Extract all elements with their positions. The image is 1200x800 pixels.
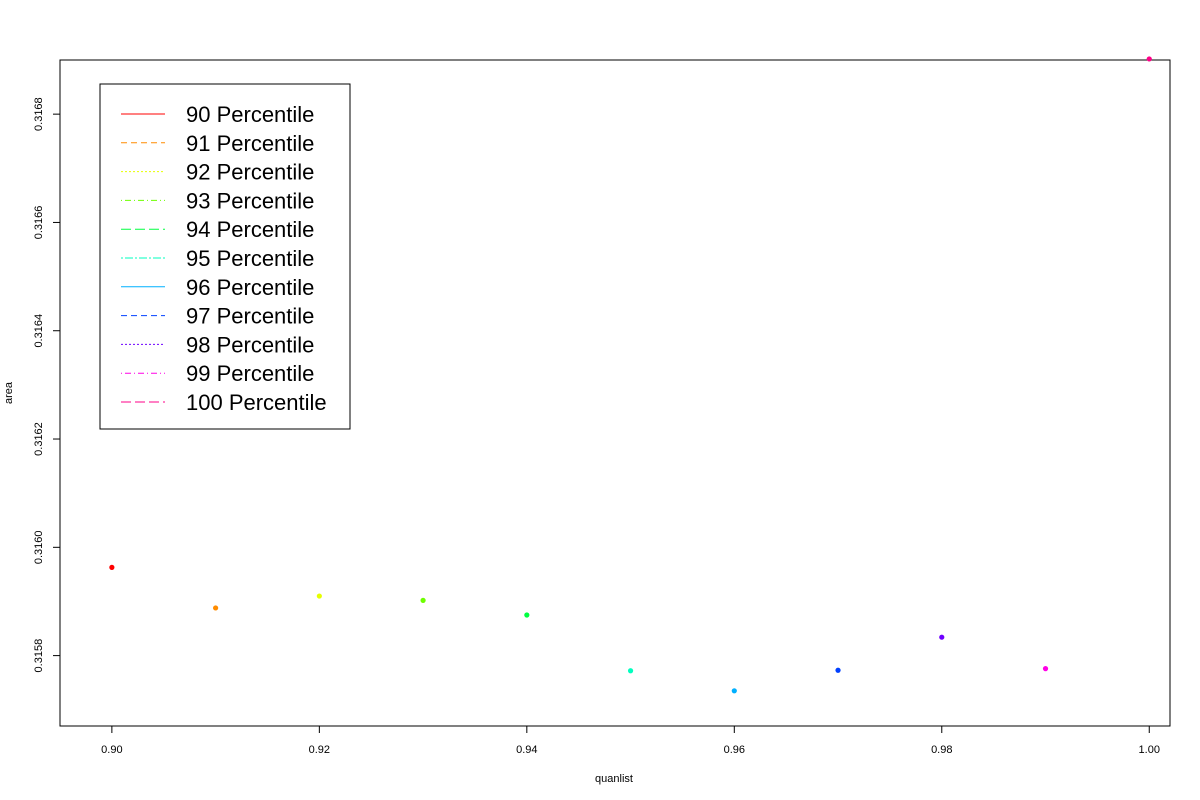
legend-label: 99 Percentile bbox=[186, 361, 314, 386]
data-point bbox=[316, 593, 322, 599]
data-point bbox=[627, 668, 634, 674]
legend-label: 92 Percentile bbox=[186, 160, 314, 185]
y-axis-label: area bbox=[3, 381, 15, 404]
legend-label: 93 Percentile bbox=[186, 188, 314, 213]
data-point bbox=[109, 564, 115, 570]
y-tick-label: 0.3160 bbox=[33, 530, 45, 564]
legend-label: 100 Percentile bbox=[186, 390, 327, 415]
y-axis: 0.3158 0.3160 0.3162 0.3164 0.3166 0.3168 bbox=[33, 97, 60, 672]
y-tick-label: 0.3162 bbox=[33, 422, 45, 456]
legend-label: 95 Percentile bbox=[186, 246, 314, 271]
legend-label: 97 Percentile bbox=[186, 304, 314, 329]
y-tick-label: 0.3168 bbox=[33, 97, 45, 131]
data-point bbox=[1042, 666, 1049, 672]
x-tick-label: 0.90 bbox=[101, 744, 122, 756]
legend-label: 98 Percentile bbox=[186, 332, 314, 357]
x-tick-label: 0.98 bbox=[931, 744, 952, 756]
x-tick-label: 0.92 bbox=[309, 744, 330, 756]
data-point bbox=[213, 605, 219, 611]
legend-label: 90 Percentile bbox=[186, 102, 314, 127]
data-point bbox=[420, 597, 426, 603]
x-tick-label: 1.00 bbox=[1139, 744, 1160, 756]
data-point bbox=[939, 634, 945, 640]
data-point bbox=[1146, 56, 1152, 62]
data-point bbox=[835, 667, 841, 673]
x-axis-label: quanlist bbox=[595, 773, 633, 785]
y-tick-label: 0.3166 bbox=[33, 206, 45, 240]
plot-frame bbox=[59, 59, 1171, 727]
x-axis: 0.90 0.92 0.94 0.96 0.98 1.00 bbox=[101, 726, 1160, 756]
x-tick-label: 0.96 bbox=[724, 744, 745, 756]
legend-label: 96 Percentile bbox=[186, 275, 314, 300]
legend-label: 91 Percentile bbox=[186, 131, 314, 156]
legend-box bbox=[99, 83, 351, 430]
x-tick-label: 0.94 bbox=[516, 744, 537, 756]
legend-label: 94 Percentile bbox=[186, 217, 314, 242]
data-point bbox=[524, 612, 530, 618]
legend: 90 Percentile 91 Percentile 92 Percentile 9… bbox=[99, 83, 351, 430]
data-point bbox=[731, 688, 737, 694]
y-tick-label: 0.3158 bbox=[33, 639, 45, 673]
y-tick-label: 0.3164 bbox=[33, 314, 45, 348]
data-points bbox=[109, 56, 1152, 694]
